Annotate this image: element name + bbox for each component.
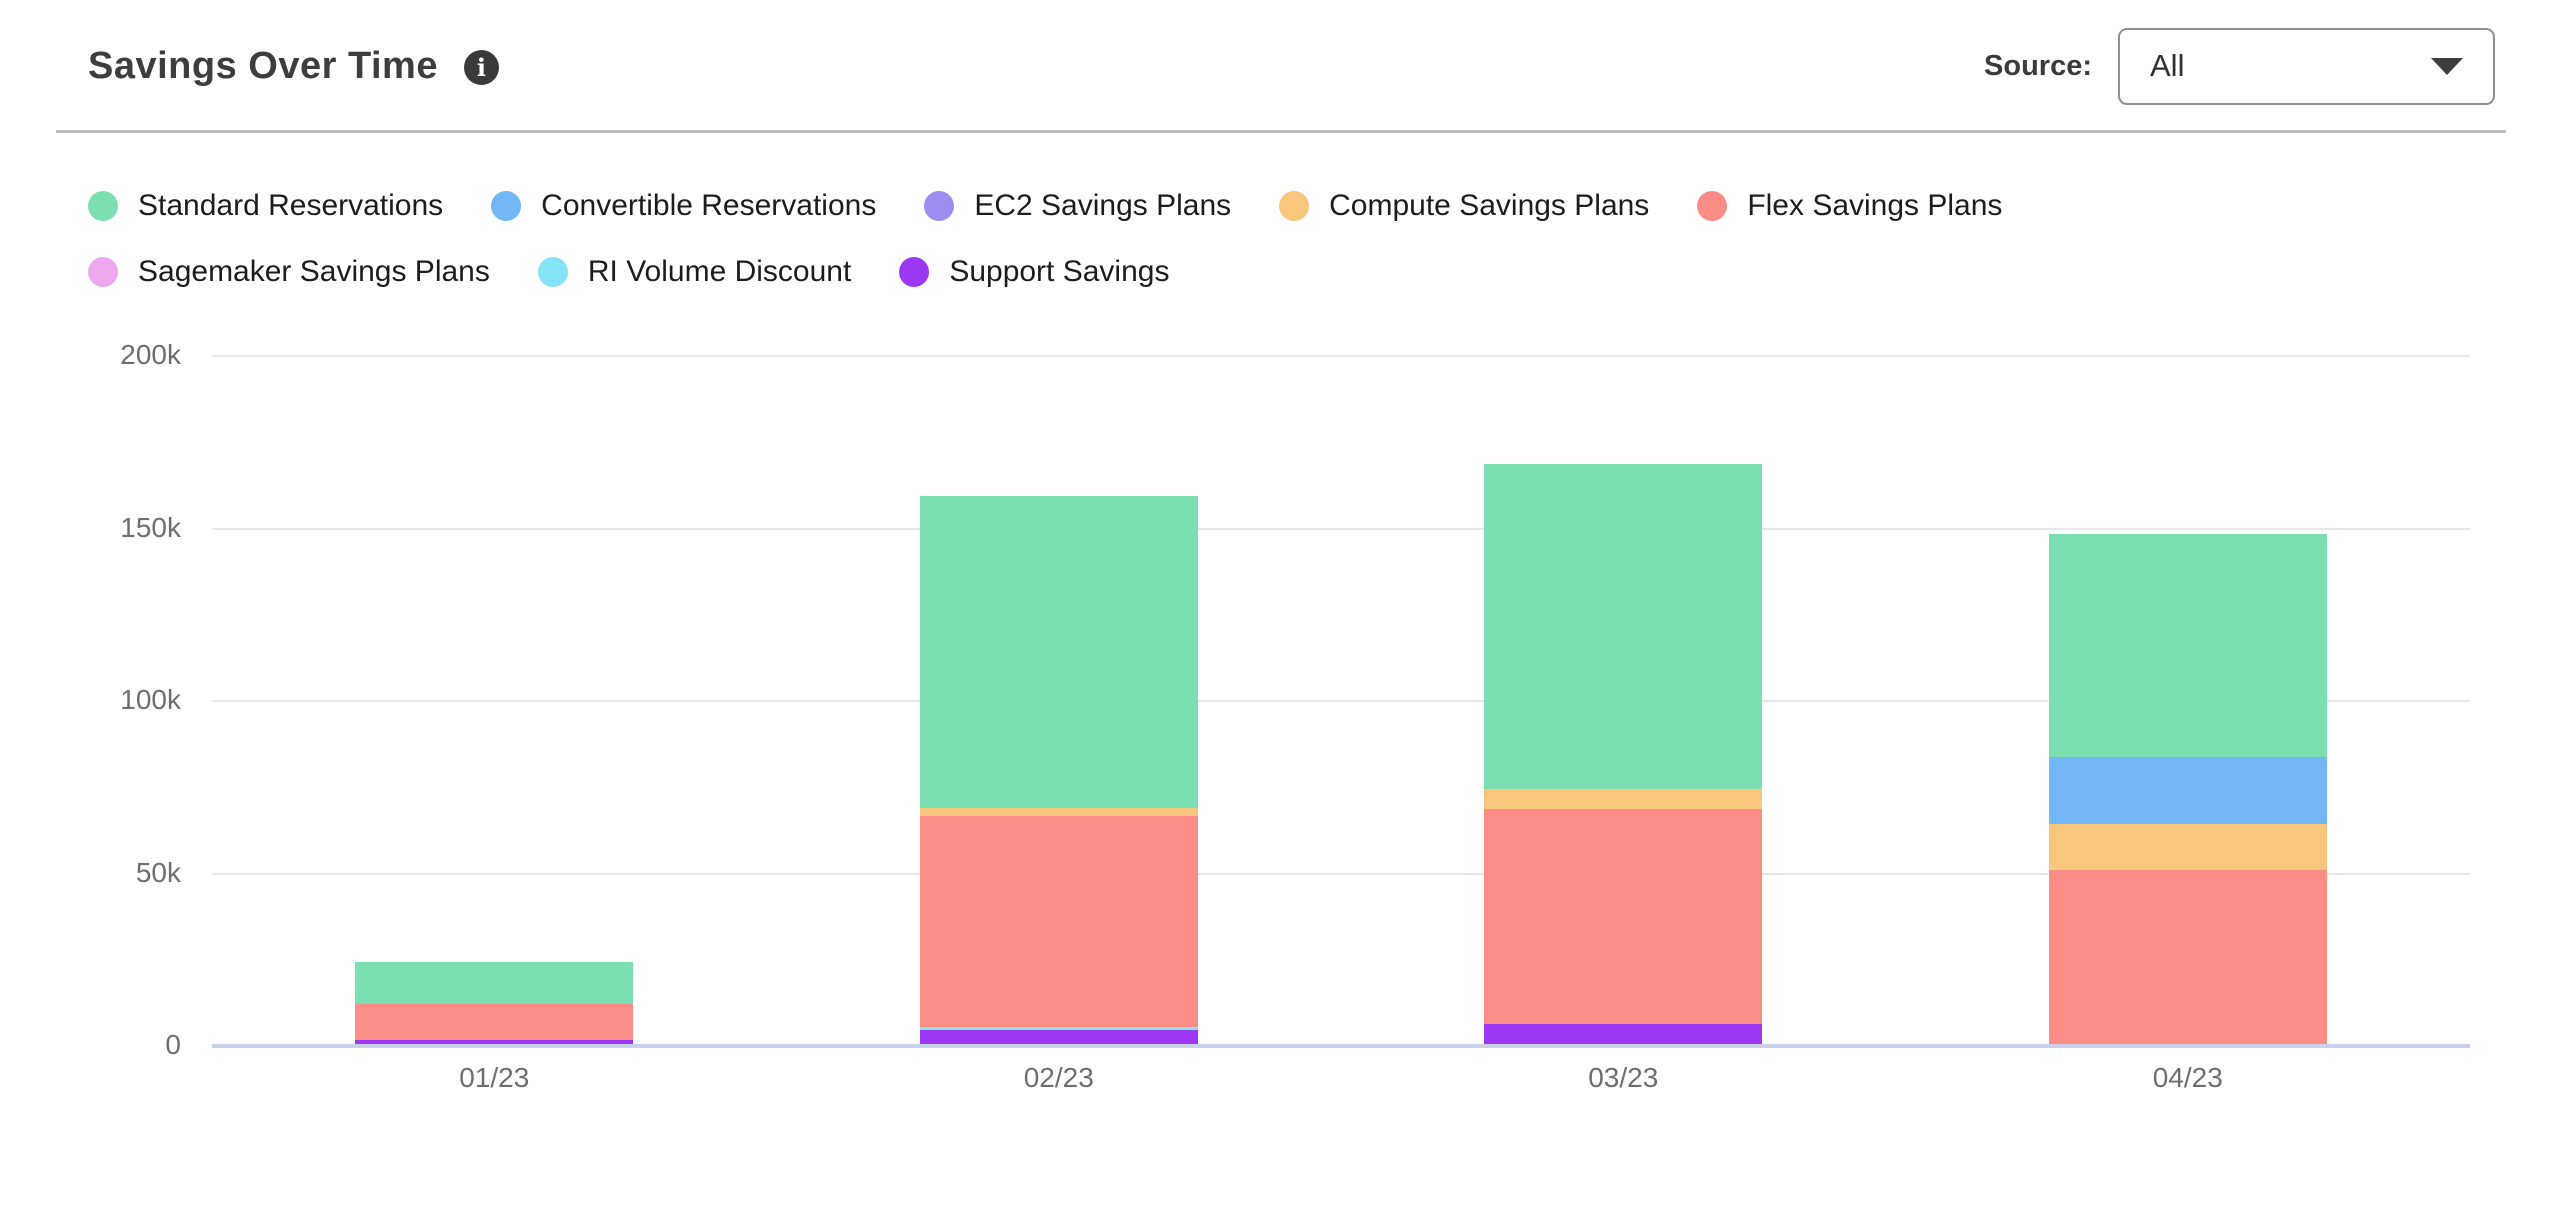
legend-label: Convertible Reservations xyxy=(541,189,877,222)
legend-item-ri-volume-discount[interactable]: RI Volume Discount xyxy=(537,255,852,289)
chevron-down-icon xyxy=(2431,57,2463,75)
header-title-group: Savings Over Time i xyxy=(88,45,499,88)
gridline xyxy=(212,355,2470,357)
bar-segment-support-savings[interactable] xyxy=(355,1039,634,1044)
bar-segment-standard-reservations[interactable] xyxy=(2048,534,2327,757)
gridline xyxy=(212,527,2470,530)
legend-item-support-savings[interactable]: Support Savings xyxy=(899,255,1169,289)
legend-label: Sagemaker Savings Plans xyxy=(138,255,490,288)
bar-segment-standard-reservations[interactable] xyxy=(355,961,634,1005)
x-axis-label: 01/23 xyxy=(459,1062,530,1093)
y-axis-label: 50k xyxy=(135,856,181,888)
legend-dot-icon xyxy=(491,191,522,221)
bar-segment-support-savings[interactable] xyxy=(1484,1024,1763,1044)
y-axis-label: 150k xyxy=(120,511,181,543)
bar-segment-ri-volume-discount[interactable] xyxy=(919,1026,1198,1030)
legend-label: Flex Savings Plans xyxy=(1747,189,2003,222)
legend-dot-icon xyxy=(1279,191,1310,221)
bar-segment-flex-savings-plans[interactable] xyxy=(1484,808,1763,1025)
legend-label: Standard Reservations xyxy=(138,189,444,222)
y-axis-label: 200k xyxy=(120,339,181,370)
x-axis-label: 03/23 xyxy=(1588,1062,1659,1093)
x-axis-label: 02/23 xyxy=(1023,1062,1094,1093)
legend-item-convertible-reservations[interactable]: Convertible Reservations xyxy=(491,189,876,223)
legend-item-compute-savings-plans[interactable]: Compute Savings Plans xyxy=(1279,189,1649,223)
source-select[interactable]: All xyxy=(2118,27,2495,105)
legend-item-flex-savings-plans[interactable]: Flex Savings Plans xyxy=(1697,189,2002,223)
legend-dot-icon xyxy=(88,191,118,221)
bar-01-23[interactable] xyxy=(355,961,634,1044)
legend-item-ec2-savings-plans[interactable]: EC2 Savings Plans xyxy=(924,189,1231,223)
legend-label: RI Volume Discount xyxy=(587,255,852,288)
legend-label: EC2 Savings Plans xyxy=(974,189,1232,222)
bar-segment-standard-reservations[interactable] xyxy=(1484,464,1763,789)
gridline xyxy=(212,872,2470,875)
bar-segment-compute-savings-plans[interactable] xyxy=(2048,823,2327,870)
y-axis-label: 0 xyxy=(165,1029,181,1060)
bar-segment-flex-savings-plans[interactable] xyxy=(919,816,1198,1027)
bar-segment-standard-reservations[interactable] xyxy=(919,496,1198,809)
legend-label: Support Savings xyxy=(949,255,1170,288)
legend-item-sagemaker-savings-plans[interactable]: Sagemaker Savings Plans xyxy=(88,255,490,289)
bar-segment-flex-savings-plans[interactable] xyxy=(2048,869,2327,1044)
legend-dot-icon xyxy=(88,257,118,287)
bar-04-23[interactable] xyxy=(2048,534,2327,1044)
legend-dot-icon xyxy=(924,191,955,221)
bar-03-23[interactable] xyxy=(1484,464,1763,1044)
legend-dot-icon xyxy=(537,257,568,287)
legend: Standard Reservations Convertible Reserva… xyxy=(88,189,2448,289)
legend-label: Compute Savings Plans xyxy=(1329,189,1650,222)
info-icon[interactable]: i xyxy=(463,49,499,85)
legend-dot-icon xyxy=(1697,191,1728,221)
legend-dot-icon xyxy=(899,257,930,287)
source-control: Source: All xyxy=(1984,27,2495,105)
bar-segment-compute-savings-plans[interactable] xyxy=(919,808,1198,817)
bar-segment-flex-savings-plans[interactable] xyxy=(355,1004,634,1040)
page-title: Savings Over Time xyxy=(88,44,438,87)
source-label: Source: xyxy=(1984,49,2092,82)
x-axis-line xyxy=(212,1044,2470,1048)
y-axis-label: 100k xyxy=(120,684,181,715)
page-header: Savings Over Time i Source: All xyxy=(0,0,2562,132)
bar-segment-compute-savings-plans[interactable] xyxy=(1484,788,1763,809)
header-divider xyxy=(56,130,2506,133)
legend-item-standard-reservations[interactable]: Standard Reservations xyxy=(88,189,443,223)
bar-segment-convertible-reservations[interactable] xyxy=(2048,756,2327,824)
source-selected-value: All xyxy=(2150,48,2185,83)
bar-02-23[interactable] xyxy=(919,496,1198,1044)
plot-area xyxy=(212,355,2470,1048)
x-axis-label: 04/23 xyxy=(2152,1062,2223,1093)
gridline xyxy=(212,700,2470,702)
bar-segment-support-savings[interactable] xyxy=(919,1029,1198,1044)
